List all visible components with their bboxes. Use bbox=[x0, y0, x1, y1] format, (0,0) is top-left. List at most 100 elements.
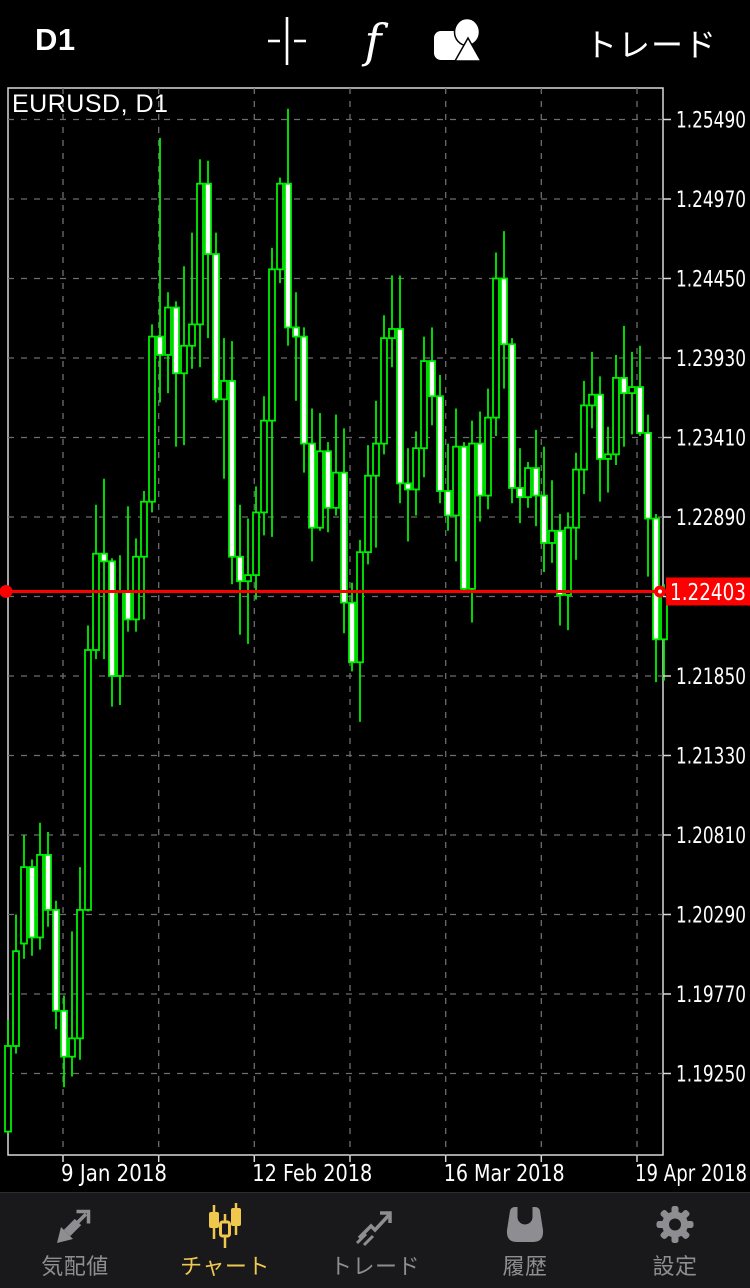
candle-bull bbox=[132, 555, 140, 621]
candle-bull bbox=[148, 335, 156, 503]
crosshair-button[interactable] bbox=[257, 10, 317, 72]
tab-trade[interactable]: トレード bbox=[300, 1193, 450, 1288]
candle-bull bbox=[188, 323, 196, 347]
candle-bear bbox=[60, 1009, 68, 1058]
candle-bear bbox=[396, 328, 404, 485]
y-axis-label: 1.23410 bbox=[676, 427, 746, 452]
candle-bull bbox=[76, 909, 84, 1040]
x-axis-label: 12 Feb 2018 bbox=[252, 1161, 372, 1187]
candle-bear bbox=[636, 386, 644, 434]
tab-settings[interactable]: 設定 bbox=[600, 1193, 750, 1288]
tab-chart[interactable]: チャート bbox=[150, 1193, 300, 1288]
candle-bear bbox=[172, 306, 180, 375]
y-axis-label: 1.19250 bbox=[676, 1063, 746, 1088]
candle-bull bbox=[372, 442, 380, 477]
candle-bull bbox=[548, 529, 556, 544]
candle-bull bbox=[12, 950, 20, 1047]
candle-bull bbox=[468, 442, 476, 590]
candle-bear bbox=[436, 395, 444, 492]
y-axis-label: 1.24450 bbox=[676, 268, 746, 293]
candle-bear bbox=[620, 376, 628, 395]
y-axis-label: 1.22890 bbox=[676, 506, 746, 531]
y-axis-label: 1.24970 bbox=[676, 188, 746, 213]
candle-bull bbox=[364, 474, 372, 554]
candle-bull bbox=[604, 453, 612, 460]
candle-bear bbox=[652, 517, 660, 641]
candlestick-chart[interactable]: 1.25490 1.24970 1.24450 1.23930 1.23410 1.228… bbox=[0, 82, 750, 1192]
candle-bear bbox=[348, 601, 356, 664]
y-axis-label: 1.20810 bbox=[676, 824, 746, 849]
candle-bull bbox=[356, 551, 364, 664]
candle-bull bbox=[92, 552, 100, 651]
settings-icon bbox=[656, 1206, 694, 1243]
tab-label: 気配値 bbox=[41, 1254, 109, 1279]
candle-bear bbox=[428, 360, 436, 398]
candle-bear bbox=[404, 482, 412, 491]
price-tag-label: 1.22403 bbox=[670, 580, 746, 606]
y-axis-label: 1.23930 bbox=[676, 347, 746, 372]
candle-bear bbox=[100, 552, 108, 563]
y-axis-label: 1.19770 bbox=[676, 983, 746, 1008]
trade-icon bbox=[355, 1211, 392, 1247]
candle-bear bbox=[460, 445, 468, 590]
candle-bull bbox=[116, 591, 124, 677]
candle-bull bbox=[260, 419, 268, 514]
candle-bear bbox=[308, 442, 316, 529]
candle-bear bbox=[52, 909, 60, 1012]
candle-bull bbox=[484, 416, 492, 497]
candle-bear bbox=[644, 432, 652, 520]
tab-history[interactable]: 履歴 bbox=[450, 1193, 600, 1288]
candle-bull bbox=[452, 445, 460, 517]
candle-bull bbox=[588, 393, 596, 407]
candle-bull bbox=[4, 1045, 12, 1133]
chart-area[interactable]: 1.25490 1.24970 1.24450 1.23930 1.23410 1.228… bbox=[0, 82, 750, 1192]
candle-bear bbox=[236, 555, 244, 583]
y-axis-label: 1.20290 bbox=[676, 904, 746, 929]
objects-icon bbox=[434, 18, 483, 62]
candle-bull bbox=[524, 467, 532, 499]
candle-bull bbox=[20, 866, 28, 945]
candle-bear bbox=[108, 560, 116, 677]
candle-bear bbox=[324, 450, 332, 509]
price-marker-dot bbox=[658, 589, 662, 594]
trade-button[interactable]: トレード bbox=[584, 27, 717, 63]
timeframe-button[interactable]: D1 bbox=[35, 22, 76, 57]
objects-button[interactable] bbox=[428, 10, 488, 72]
candle-bull bbox=[140, 500, 148, 558]
candle-bull bbox=[420, 360, 428, 450]
tab-label: 履歴 bbox=[502, 1254, 548, 1279]
candle-bull bbox=[276, 182, 284, 271]
candle-bear bbox=[124, 591, 132, 621]
candle-bear bbox=[340, 471, 348, 604]
crosshair-icon bbox=[268, 17, 306, 65]
indicators-button[interactable]: f bbox=[343, 10, 403, 72]
tab-quotes[interactable]: 気配値 bbox=[0, 1193, 150, 1288]
candle-bear bbox=[508, 343, 516, 489]
candle-bull bbox=[564, 526, 572, 596]
history-icon bbox=[506, 1207, 544, 1242]
candle-bull bbox=[580, 404, 588, 471]
candle-bear bbox=[212, 253, 220, 401]
x-axis-label: 9 Jan 2018 bbox=[61, 1161, 167, 1187]
tab-label: 設定 bbox=[652, 1254, 698, 1279]
y-axis-label: 1.21330 bbox=[676, 745, 746, 770]
candle-bull bbox=[268, 268, 276, 422]
candle-bear bbox=[516, 487, 524, 499]
price-tag bbox=[666, 577, 750, 606]
candle-bull bbox=[388, 328, 396, 340]
candle-bull bbox=[164, 306, 172, 356]
tab-label: トレード bbox=[329, 1254, 420, 1279]
tab-bar: 気配値 チャート bbox=[0, 1192, 750, 1288]
x-axis-label: 16 Mar 2018 bbox=[444, 1161, 565, 1187]
candle-bear bbox=[44, 853, 52, 911]
tab-label: チャート bbox=[180, 1254, 270, 1279]
top-toolbar: D1 f トレード bbox=[0, 0, 750, 82]
candle-bear bbox=[500, 277, 508, 346]
candle-bear bbox=[540, 494, 548, 544]
quotes-icon bbox=[57, 1209, 91, 1243]
price-line-left-marker bbox=[0, 584, 13, 598]
plot-border bbox=[7, 87, 664, 1156]
candle-bull bbox=[68, 1037, 76, 1058]
candle-bull bbox=[628, 386, 636, 395]
